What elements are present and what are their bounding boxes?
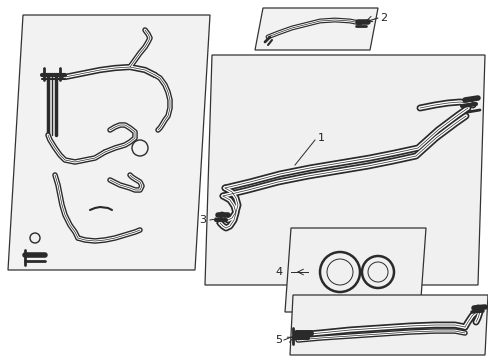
Text: 2: 2 (379, 13, 386, 23)
Text: 5: 5 (274, 335, 282, 345)
Polygon shape (289, 295, 487, 355)
Polygon shape (285, 228, 425, 312)
Polygon shape (204, 55, 484, 285)
Polygon shape (8, 15, 209, 270)
Polygon shape (254, 8, 377, 50)
Text: 1: 1 (317, 133, 325, 143)
Text: 3: 3 (199, 215, 205, 225)
Text: 4: 4 (275, 267, 283, 277)
